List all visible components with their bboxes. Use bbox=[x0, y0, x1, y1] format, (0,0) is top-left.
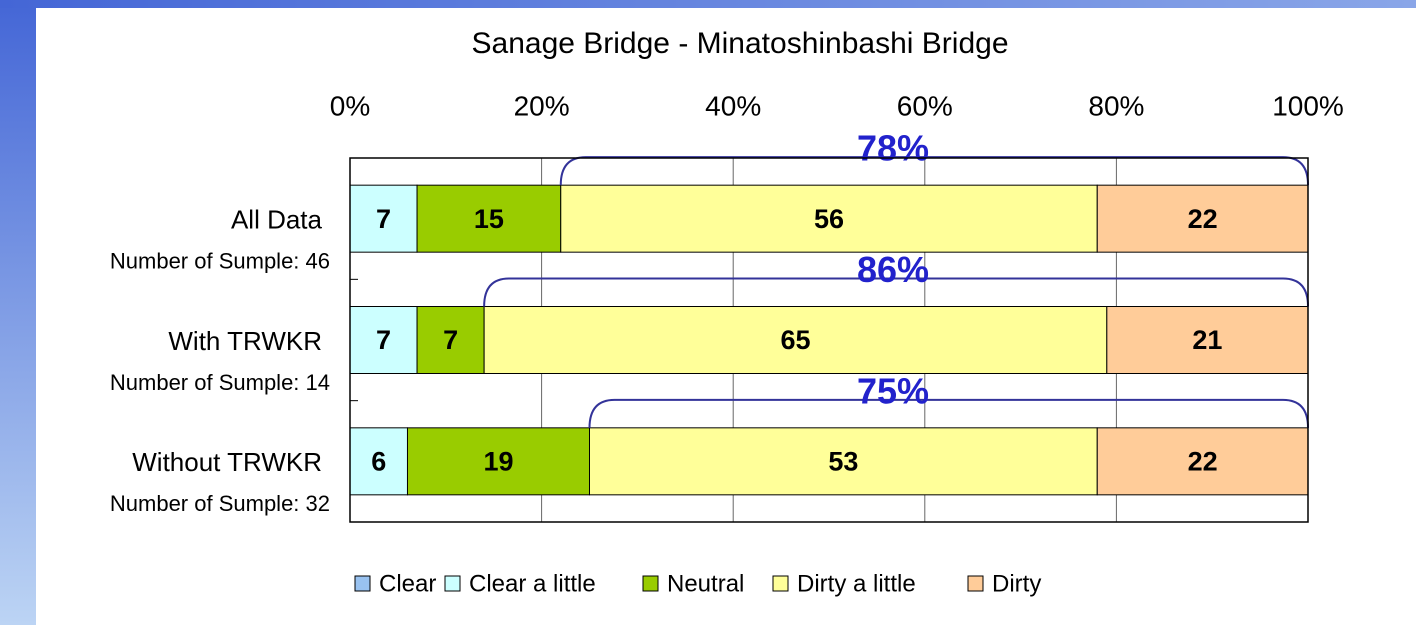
annotation-bracket bbox=[483, 277, 1309, 307]
data-label: 7 bbox=[376, 325, 391, 355]
data-label: 53 bbox=[828, 446, 858, 476]
bar-segment bbox=[406, 427, 591, 496]
data-label: 7 bbox=[443, 325, 458, 355]
data-label: 7 bbox=[376, 204, 391, 234]
data-label: 22 bbox=[1188, 204, 1218, 234]
bar-segment bbox=[416, 184, 562, 253]
annotation-bracket bbox=[588, 398, 1309, 428]
data-label: 19 bbox=[483, 446, 513, 476]
bar-segment bbox=[589, 427, 1098, 496]
annotation-label: 75% bbox=[857, 370, 929, 411]
y-tick-label: With TRWKR bbox=[168, 326, 322, 356]
bar-segment bbox=[349, 184, 418, 253]
y-tick-label: All Data bbox=[231, 205, 323, 235]
bar-segment bbox=[349, 306, 418, 374]
legend-label: Dirty a little bbox=[797, 570, 916, 597]
legend-swatch bbox=[772, 575, 789, 592]
chart-title: Sanage Bridge - Minatoshinbashi Bridge bbox=[472, 27, 1009, 60]
x-tick-label: 40% bbox=[705, 90, 761, 121]
plot-border bbox=[349, 157, 1309, 523]
legend-swatch bbox=[444, 575, 461, 592]
legend-swatch bbox=[354, 575, 371, 592]
legend-label: Neutral bbox=[667, 570, 744, 597]
y-tick-label: Without TRWKR bbox=[132, 447, 322, 477]
bar-segment bbox=[1106, 306, 1309, 374]
x-tick-label: 80% bbox=[1088, 90, 1144, 121]
legend-label: Clear a little bbox=[469, 570, 596, 597]
x-tick-label: 60% bbox=[897, 90, 953, 121]
y-tick-sublabel: Number of Sumple: 32 bbox=[110, 491, 330, 516]
bar-segment bbox=[483, 306, 1108, 374]
annotation-bracket bbox=[559, 156, 1309, 186]
legend-swatch bbox=[642, 575, 659, 592]
bar-segment bbox=[560, 184, 1098, 253]
legend-label: Clear bbox=[379, 570, 436, 597]
x-tick-label: 0% bbox=[330, 90, 370, 121]
annotation-label: 78% bbox=[857, 128, 929, 169]
data-label: 56 bbox=[814, 204, 844, 234]
side-strip bbox=[0, 0, 36, 625]
y-tick-sublabel: Number of Sumple: 46 bbox=[110, 248, 330, 273]
bar-segment bbox=[1096, 427, 1309, 496]
bar-segment bbox=[349, 427, 408, 496]
legend-label: Dirty bbox=[992, 570, 1041, 597]
annotation-label: 86% bbox=[857, 249, 929, 290]
data-label: 6 bbox=[371, 446, 386, 476]
y-tick-sublabel: Number of Sumple: 14 bbox=[110, 370, 330, 395]
x-tick-label: 100% bbox=[1272, 90, 1344, 121]
data-label: 21 bbox=[1192, 325, 1222, 355]
top-strip bbox=[0, 0, 1416, 8]
data-label: 15 bbox=[474, 204, 504, 234]
data-label: 65 bbox=[780, 325, 810, 355]
x-tick-label: 20% bbox=[514, 90, 570, 121]
bar-segment bbox=[1096, 184, 1309, 253]
bar-segment bbox=[416, 306, 485, 374]
data-label: 22 bbox=[1188, 446, 1218, 476]
legend-swatch bbox=[967, 575, 984, 592]
